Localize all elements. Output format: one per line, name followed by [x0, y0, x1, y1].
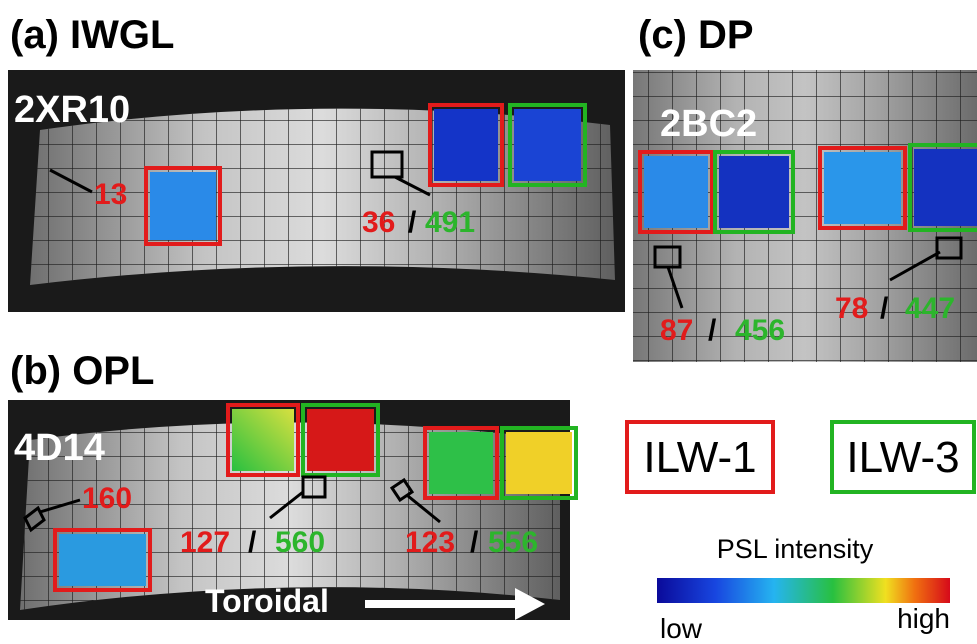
direction-label: Toroidal: [205, 583, 329, 619]
separator: /: [470, 526, 479, 559]
ilw3-value: 456: [735, 314, 785, 347]
legend-label: ILW-1: [643, 433, 756, 482]
ilw3-value: 560: [275, 526, 325, 559]
ilw1-value: 87: [660, 314, 693, 347]
panel-title: (c) DP: [638, 13, 754, 57]
sample: [307, 409, 374, 471]
sample: [506, 432, 572, 494]
colorbar-high: high: [897, 603, 950, 634]
sample: [59, 534, 146, 586]
sample: [914, 149, 977, 226]
ilw1-value: 127: [180, 526, 230, 559]
ilw1-value: 123: [405, 526, 455, 559]
ilw3-value: 447: [905, 292, 955, 325]
separator: /: [408, 206, 417, 239]
tile-id: 4D14: [14, 427, 105, 469]
ilw3-value: 556: [488, 526, 538, 559]
sample: [150, 172, 216, 240]
sample: [514, 109, 581, 181]
separator: /: [248, 526, 257, 559]
tile-id: 2XR10: [14, 89, 130, 131]
ilw1-value: 160: [82, 482, 132, 515]
sample: [232, 409, 294, 471]
sample: [644, 156, 708, 228]
colorbar-low: low: [660, 613, 703, 644]
legend-label: ILW-3: [846, 433, 959, 482]
ilw1-value: 36: [362, 206, 395, 239]
sample: [719, 156, 789, 228]
colorbar: [657, 578, 950, 603]
tile-id: 2BC2: [660, 103, 757, 145]
separator: /: [880, 292, 889, 325]
sample: [429, 432, 493, 494]
sample: [824, 152, 901, 224]
separator: /: [708, 314, 717, 347]
ilw3-value: 491: [425, 206, 475, 239]
ilw1-value: 13: [94, 178, 127, 211]
colorbar-title: PSL intensity: [717, 534, 874, 564]
panel-title: (a) IWGL: [10, 13, 174, 57]
panel-title: (b) OPL: [10, 349, 154, 393]
sample: [434, 109, 498, 181]
ilw1-value: 78: [835, 292, 868, 325]
figure: (a) IWGL 2XR10 13 36 / 491 (b) OPL 4D14 …: [0, 0, 977, 644]
